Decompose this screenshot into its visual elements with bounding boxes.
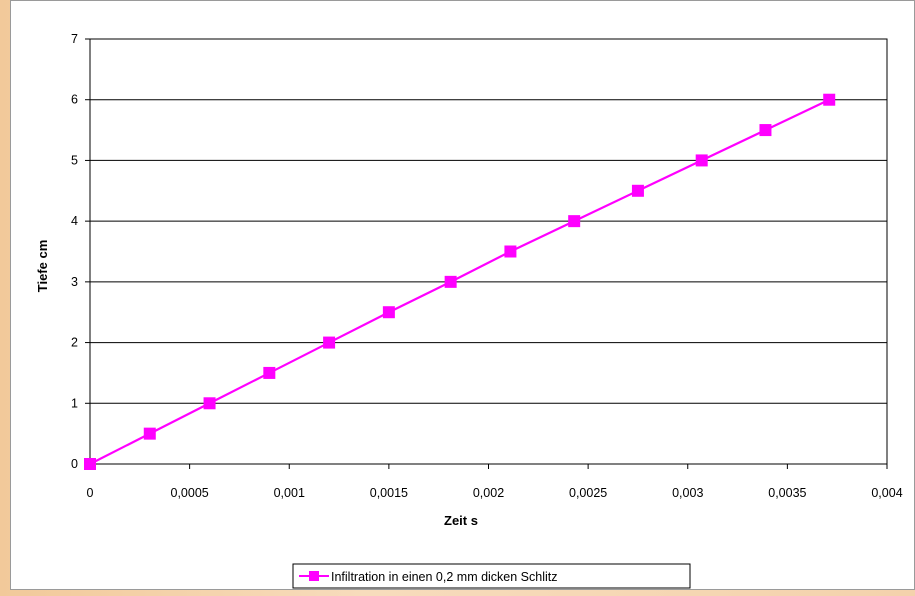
y-tick-label: 5 (71, 153, 78, 167)
legend: Infiltration in einen 0,2 mm dicken Schl… (292, 563, 691, 589)
legend-box (292, 563, 691, 589)
data-point (823, 93, 836, 106)
y-tick-label: 0 (71, 457, 78, 471)
data-point (323, 336, 336, 349)
data-point (759, 124, 772, 137)
y-tick-label: 3 (71, 275, 78, 289)
data-point (695, 154, 708, 167)
y-tick-label: 2 (71, 336, 78, 350)
data-point (382, 306, 395, 319)
data-point (84, 458, 96, 470)
x-tick-label: 0,0015 (370, 486, 408, 500)
x-axis-label: Zeit s (444, 513, 478, 528)
x-tick-label: 0 (87, 486, 94, 500)
legend-label: Infiltration in einen 0,2 mm dicken Schl… (331, 570, 558, 584)
grid-lines (90, 38, 887, 465)
data-point (444, 275, 457, 288)
x-axis: 0 0,0005 0,001 0,0015 0,002 0,0025 0,003 0,0035… (87, 464, 903, 500)
y-tick-label: 1 (71, 396, 78, 410)
data-point (263, 366, 276, 379)
chart-panel: 0 0,0005 0,001 0,0015 0,002 0,0025 0,003 0,0035… (10, 0, 915, 590)
data-point (203, 397, 216, 410)
x-tick-label: 0,0025 (569, 486, 607, 500)
data-point (568, 215, 581, 228)
y-tick-label: 7 (71, 32, 78, 46)
series-layer (84, 93, 836, 470)
x-tick-label: 0,0035 (768, 486, 806, 500)
x-tick-label: 0,001 (274, 486, 305, 500)
data-point (504, 245, 517, 258)
y-tick-label: 4 (71, 214, 78, 228)
x-tick-label: 0,0005 (171, 486, 209, 500)
x-tick-label: 0,003 (672, 486, 703, 500)
y-axis: 0 1 2 3 4 5 6 7 (71, 32, 90, 471)
y-axis-label: Tiefe cm (35, 240, 50, 293)
x-tick-label: 0,002 (473, 486, 504, 500)
y-tick-label: 6 (71, 93, 78, 107)
legend-marker (309, 571, 319, 581)
chart-svg: 0 0,0005 0,001 0,0015 0,002 0,0025 0,003 0,0035… (35, 32, 903, 589)
data-point (631, 184, 644, 197)
data-point (143, 427, 156, 440)
x-tick-label: 0,004 (871, 486, 902, 500)
